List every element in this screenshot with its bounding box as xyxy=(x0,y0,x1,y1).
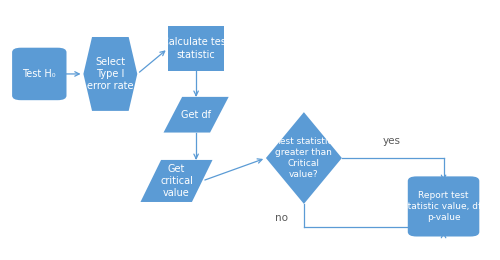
Text: Get
critical
value: Get critical value xyxy=(160,164,193,198)
Text: no: no xyxy=(276,213,288,223)
Polygon shape xyxy=(84,37,138,111)
Text: yes: yes xyxy=(383,136,401,146)
Polygon shape xyxy=(266,112,342,204)
Text: Get df: Get df xyxy=(181,110,211,120)
Text: Select
Type I
error rate: Select Type I error rate xyxy=(87,56,134,91)
Text: Calculate test
statistic: Calculate test statistic xyxy=(162,37,230,60)
Polygon shape xyxy=(164,97,228,133)
FancyBboxPatch shape xyxy=(408,176,480,237)
Text: Test H₀: Test H₀ xyxy=(22,69,56,79)
Polygon shape xyxy=(140,160,212,202)
Text: Test statistic
greater than
Critical
value?: Test statistic greater than Critical val… xyxy=(276,137,332,179)
FancyBboxPatch shape xyxy=(12,48,66,100)
Text: Report test
statistic value, df,
p-value: Report test statistic value, df, p-value xyxy=(403,191,484,222)
Bar xyxy=(168,25,224,72)
